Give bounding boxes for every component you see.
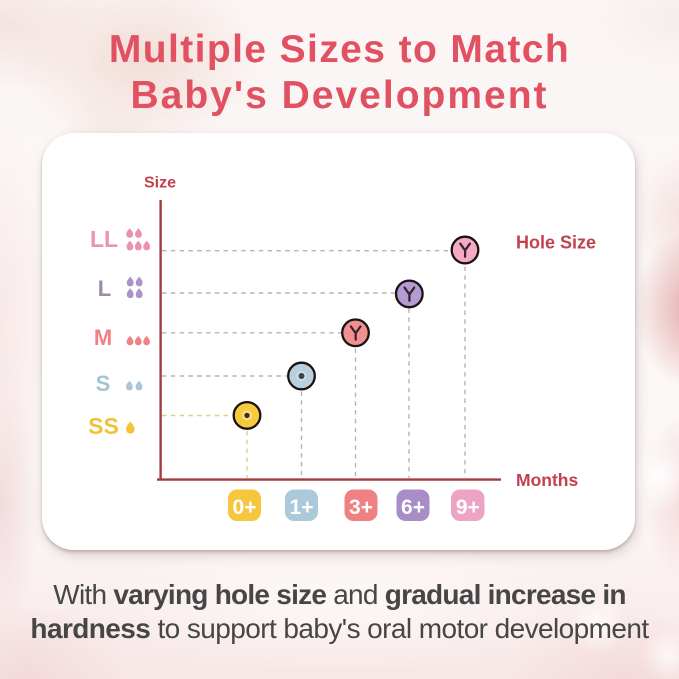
svg-text:9+: 9+ xyxy=(456,496,480,519)
svg-text:Hole Size: Hole Size xyxy=(516,233,596,253)
svg-text:M: M xyxy=(94,325,112,350)
svg-text:6+: 6+ xyxy=(401,496,425,519)
svg-text:LL: LL xyxy=(90,226,118,252)
svg-text:SS: SS xyxy=(88,413,119,439)
svg-text:0+: 0+ xyxy=(233,496,257,519)
svg-text:Months: Months xyxy=(516,470,578,490)
svg-text:3+: 3+ xyxy=(349,496,373,519)
svg-text:1+: 1+ xyxy=(290,496,314,519)
svg-text:L: L xyxy=(98,276,111,301)
svg-text:S: S xyxy=(96,371,111,396)
svg-text:Size: Size xyxy=(144,175,176,192)
